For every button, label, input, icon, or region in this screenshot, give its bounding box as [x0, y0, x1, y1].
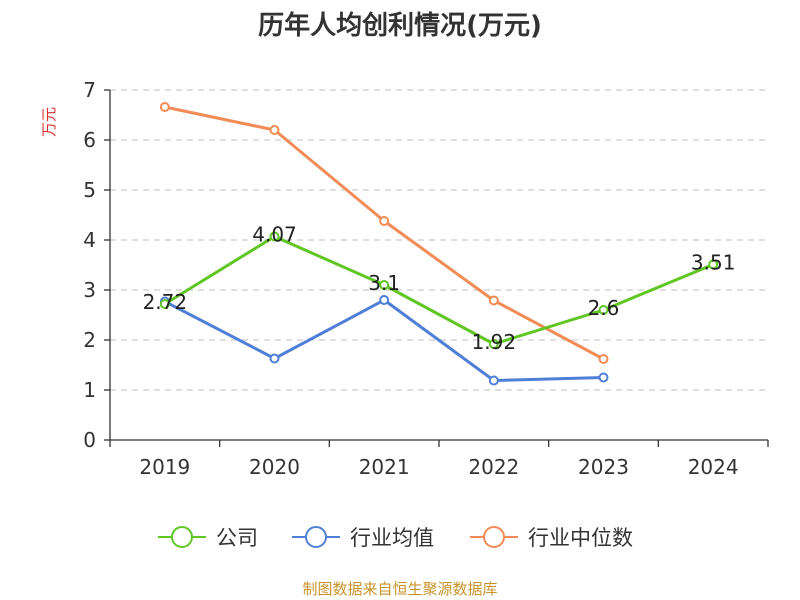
- legend-marker-icon: [171, 526, 193, 548]
- legend-item-1[interactable]: 行业均值: [292, 526, 434, 550]
- y-tick-label: 4: [83, 228, 96, 252]
- series-layer: [159, 102, 719, 386]
- x-tick-label: 2023: [578, 455, 629, 479]
- legend-marker-icon: [305, 526, 327, 548]
- data-label: 2.6: [588, 296, 620, 320]
- legend-label: 公司: [216, 526, 258, 550]
- series-line: [164, 298, 604, 382]
- data-point[interactable]: [159, 299, 170, 309]
- data-label: 1.92: [472, 330, 517, 354]
- data-label: 4.07: [252, 223, 297, 247]
- data-point[interactable]: [269, 125, 280, 135]
- y-tick-label: 1: [83, 378, 96, 402]
- data-point[interactable]: [379, 295, 390, 305]
- data-labels: 2.72 4.07 3.1 1.92 2.6 3.51: [143, 223, 736, 355]
- legend-marker-icon: [483, 526, 505, 548]
- data-label: 2.72: [143, 290, 188, 314]
- series-1: [159, 295, 609, 386]
- data-point[interactable]: [488, 295, 499, 306]
- series-line: [164, 235, 714, 346]
- y-tick-label: 7: [83, 78, 96, 102]
- legend-label: 行业中位数: [528, 526, 633, 550]
- data-point[interactable]: [598, 354, 609, 364]
- legend-item-0[interactable]: 公司: [158, 526, 258, 550]
- y-tick-label: 5: [83, 178, 96, 202]
- data-label: 3.1: [368, 271, 400, 295]
- x-tick-label: 2020: [249, 455, 300, 479]
- series-2: [159, 102, 609, 364]
- gridlines: [110, 89, 768, 391]
- series-0: [159, 231, 719, 349]
- y-tick-label: 3: [83, 278, 96, 302]
- y-tick-label: 6: [83, 128, 96, 152]
- legend-item-2[interactable]: 行业中位数: [470, 526, 633, 550]
- data-point[interactable]: [488, 375, 499, 386]
- data-point[interactable]: [598, 305, 609, 315]
- series-line: [164, 105, 605, 361]
- y-axis-label: 万元: [40, 107, 58, 137]
- source-note: 制图数据来自恒生聚源数据库: [302, 580, 497, 598]
- data-point[interactable]: [269, 353, 280, 364]
- legend[interactable]: 公司 行业均值 行业中位数: [158, 526, 633, 550]
- y-tick-label: 0: [83, 428, 96, 452]
- y-tick-label: 2: [83, 328, 96, 352]
- data-point[interactable]: [598, 372, 609, 383]
- x-tick-label: 2024: [688, 455, 739, 479]
- data-point[interactable]: [379, 280, 390, 290]
- data-label: 3.51: [691, 251, 736, 275]
- chart-title: 历年人均创利情况(万元): [258, 10, 542, 41]
- legend-label: 行业均值: [350, 526, 434, 550]
- x-tick-label: 2019: [139, 455, 190, 479]
- x-tick-label: 2021: [359, 455, 410, 479]
- data-point[interactable]: [379, 216, 390, 226]
- data-point[interactable]: [488, 339, 499, 349]
- x-tick-label: 2022: [468, 455, 519, 479]
- data-point[interactable]: [708, 259, 719, 270]
- data-point[interactable]: [159, 102, 170, 112]
- axes: 0 1 2 3 4 5 6 7 2019 2020 2021 2022 2023 2024: [83, 78, 769, 479]
- data-point[interactable]: [269, 231, 280, 242]
